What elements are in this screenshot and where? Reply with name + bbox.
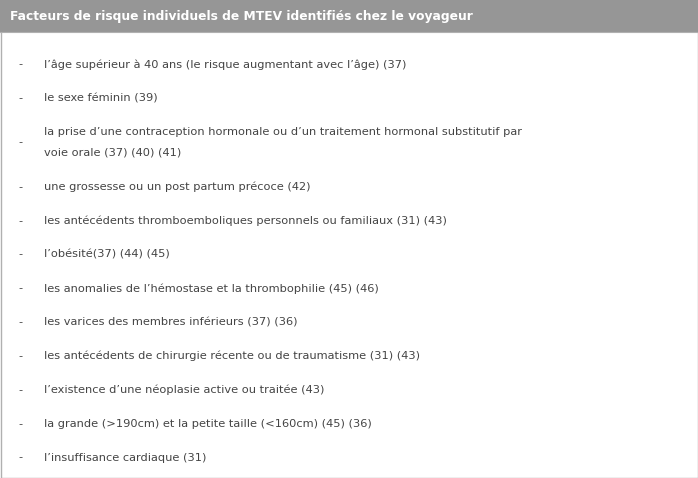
Text: -: - (18, 385, 22, 395)
Text: l’âge supérieur à 40 ans (le risque augmentant avec l’âge) (37): l’âge supérieur à 40 ans (le risque augm… (44, 59, 406, 70)
Text: voie orale (37) (40) (41): voie orale (37) (40) (41) (44, 148, 181, 158)
Text: -: - (18, 138, 22, 148)
Text: les antécédents de chirurgie récente ou de traumatisme (31) (43): les antécédents de chirurgie récente ou … (44, 351, 420, 361)
Text: -: - (18, 182, 22, 192)
Text: -: - (18, 419, 22, 429)
Text: l’obésité(37) (44) (45): l’obésité(37) (44) (45) (44, 250, 170, 260)
Text: la grande (>190cm) et la petite taille (<160cm) (45) (36): la grande (>190cm) et la petite taille (… (44, 419, 372, 429)
Text: l’insuffisance cardiaque (31): l’insuffisance cardiaque (31) (44, 453, 207, 463)
Text: -: - (18, 283, 22, 293)
Text: une grossesse ou un post partum précoce (42): une grossesse ou un post partum précoce … (44, 182, 311, 192)
Text: -: - (18, 317, 22, 327)
Text: -: - (18, 250, 22, 260)
Text: -: - (18, 93, 22, 103)
Text: l’existence d’une néoplasie active ou traitée (43): l’existence d’une néoplasie active ou tr… (44, 385, 325, 395)
Text: les antécédents thromboemboliques personnels ou familiaux (31) (43): les antécédents thromboemboliques person… (44, 216, 447, 226)
Bar (0, 0, 698, 32)
Text: Facteurs de risque individuels de MTEV identifiés chez le voyageur: Facteurs de risque individuels de MTEV i… (10, 10, 473, 22)
Text: les varices des membres inférieurs (37) (36): les varices des membres inférieurs (37) … (44, 317, 297, 327)
Text: -: - (18, 351, 22, 361)
Text: la prise d’une contraception hormonale ou d’un traitement hormonal substitutif p: la prise d’une contraception hormonale o… (44, 127, 522, 137)
Text: -: - (18, 453, 22, 463)
Text: le sexe féminin (39): le sexe féminin (39) (44, 93, 158, 103)
Text: -: - (18, 59, 22, 69)
Text: -: - (18, 216, 22, 226)
Text: les anomalies de l’hémostase et la thrombophilie (45) (46): les anomalies de l’hémostase et la throm… (44, 283, 379, 293)
